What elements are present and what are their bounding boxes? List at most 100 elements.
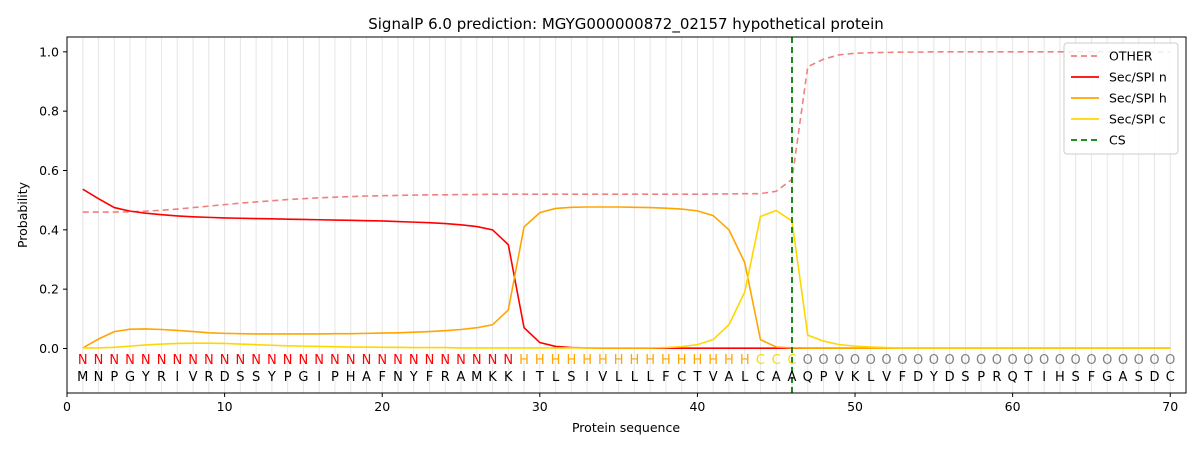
residue-letter: V	[189, 370, 198, 385]
region-label: N	[346, 353, 356, 368]
residue-letter: F	[1088, 370, 1095, 385]
plot-frame	[66, 36, 1187, 394]
x-tick-label: 50	[847, 399, 863, 414]
x-tick-label: 60	[1005, 399, 1021, 414]
residue-letter: P	[110, 370, 118, 385]
region-label: H	[645, 353, 655, 368]
residue-letter: V	[835, 370, 844, 385]
region-label: O	[1165, 353, 1175, 368]
residue-letter: Y	[929, 370, 938, 385]
region-label: C	[772, 353, 781, 368]
x-axis: 0 10 20 30 40 50 60 70	[63, 393, 1178, 414]
region-label: H	[708, 353, 718, 368]
residue-letter: F	[899, 370, 906, 385]
region-label: N	[456, 353, 466, 368]
residue-letter: P	[331, 370, 339, 385]
residue-letter: C	[677, 370, 686, 385]
residue-letter: A	[724, 370, 733, 385]
residue-letter: K	[488, 370, 497, 385]
region-label: N	[299, 353, 309, 368]
residue-letter: D	[913, 370, 923, 385]
residue-letter: R	[204, 370, 213, 385]
residue-letter: M	[471, 370, 482, 385]
residue-letter: Y	[267, 370, 276, 385]
residue-letter: C	[756, 370, 765, 385]
x-tick-label: 70	[1162, 399, 1178, 414]
series-line-0	[82, 51, 1171, 213]
region-label: O	[944, 353, 954, 368]
residue-letter: P	[284, 370, 292, 385]
region-label: C	[787, 353, 796, 368]
region-label: N	[94, 353, 104, 368]
residue-letter: I	[175, 370, 179, 385]
residue-letter: Q	[1008, 370, 1018, 385]
region-label: H	[535, 353, 545, 368]
y-axis-label: Probability	[15, 181, 30, 248]
residue-letter: T	[1023, 370, 1032, 385]
plot-area: NMNNNPNGNYNRNINVNRNDNSNSNYNPNGNINPNHNANF…	[77, 37, 1175, 393]
chart-title: SignalP 6.0 prediction: MGYG000000872_02…	[368, 15, 884, 34]
region-label: H	[693, 353, 703, 368]
residue-letter: N	[94, 370, 104, 385]
residue-letter: M	[77, 370, 88, 385]
legend-entry: OTHER	[1109, 49, 1153, 64]
region-label: N	[220, 353, 230, 368]
x-axis-label: Protein sequence	[572, 420, 680, 435]
region-label: O	[803, 353, 813, 368]
region-label: N	[188, 353, 198, 368]
region-label: N	[141, 353, 151, 368]
y-axis: 0.0 0.2 0.4 0.6 0.8 1.0	[39, 44, 67, 356]
residue-letter: I	[585, 370, 589, 385]
region-label: O	[1055, 353, 1065, 368]
legend-entry: Sec/SPI n	[1109, 70, 1167, 85]
residue-letter: L	[631, 370, 639, 385]
region-label: O	[1134, 353, 1144, 368]
residue-letter: S	[567, 370, 575, 385]
residue-letter: S	[1135, 370, 1143, 385]
residue-letter: F	[426, 370, 433, 385]
series-line-3	[82, 209, 1171, 349]
residue-letter: H	[1055, 370, 1065, 385]
region-label: O	[1039, 353, 1049, 368]
region-label: O	[897, 353, 907, 368]
region-label: N	[283, 353, 293, 368]
region-label: N	[314, 353, 324, 368]
residue-letter: L	[867, 370, 875, 385]
residue-letter: F	[378, 370, 385, 385]
residue-letter: L	[552, 370, 560, 385]
residue-letter: N	[393, 370, 403, 385]
region-label: H	[519, 353, 529, 368]
region-label: H	[598, 353, 608, 368]
residue-letter: A	[457, 370, 466, 385]
region-label: C	[756, 353, 765, 368]
residue-letter: G	[1102, 370, 1112, 385]
x-tick-label: 20	[374, 399, 390, 414]
residue-letter: L	[741, 370, 749, 385]
residue-letter: H	[346, 370, 356, 385]
residue-letter: R	[441, 370, 450, 385]
region-label: N	[503, 353, 513, 368]
residue-letter: A	[362, 370, 371, 385]
residue-letter: A	[1119, 370, 1128, 385]
region-label: O	[992, 353, 1002, 368]
region-label: N	[440, 353, 450, 368]
region-label: O	[1149, 353, 1159, 368]
residue-letter: D	[1149, 370, 1159, 385]
residue-letter: K	[851, 370, 860, 385]
residue-letter: A	[772, 370, 781, 385]
region-label: N	[377, 353, 387, 368]
residue-letter: A	[788, 370, 797, 385]
region-label: H	[740, 353, 750, 368]
residue-letter: Y	[141, 370, 150, 385]
residue-letter: D	[220, 370, 230, 385]
residue-letter: F	[662, 370, 669, 385]
region-label: N	[409, 353, 419, 368]
region-label: N	[393, 353, 403, 368]
region-label: N	[251, 353, 261, 368]
region-label: O	[1086, 353, 1096, 368]
region-label: O	[976, 353, 986, 368]
x-tick-label: 10	[217, 399, 233, 414]
region-label: O	[1008, 353, 1018, 368]
region-label: N	[235, 353, 245, 368]
